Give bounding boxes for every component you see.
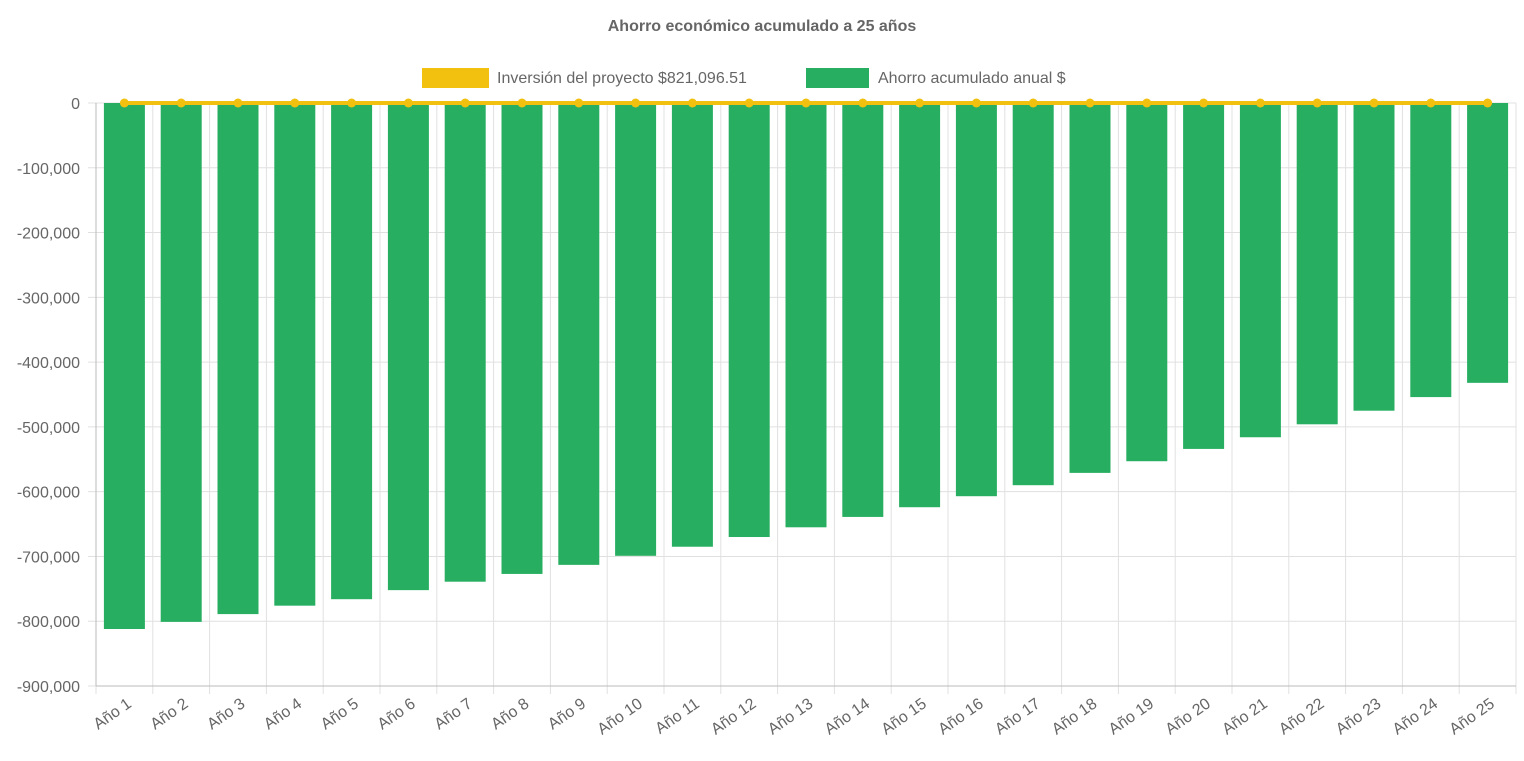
bar-ahorro[interactable]: [728, 103, 770, 538]
x-tick-label: Año 18: [1049, 695, 1100, 738]
bar-ahorro[interactable]: [785, 103, 827, 528]
y-tick-label: -800,000: [17, 614, 80, 631]
bar-ahorro[interactable]: [955, 103, 997, 497]
bar-ahorro[interactable]: [444, 103, 486, 582]
x-tick-label: Año 15: [879, 695, 930, 738]
point-inversion[interactable]: [403, 98, 413, 108]
x-tick-label: Año 20: [1163, 695, 1214, 738]
grid: [88, 102, 1517, 694]
y-tick-label: -700,000: [17, 549, 80, 566]
point-inversion[interactable]: [687, 98, 697, 108]
bar-ahorro[interactable]: [1410, 103, 1452, 398]
point-inversion[interactable]: [915, 98, 925, 108]
x-tick-label: Año 22: [1276, 695, 1327, 738]
y-tick-label: -100,000: [17, 161, 80, 178]
x-axis: Año 1 Año 2 Año 3 Año 4 Año 5 Año 6 Año 7 Año 8…: [91, 695, 1498, 738]
x-tick-label: Año 23: [1333, 695, 1384, 738]
x-tick-label: Año 4: [261, 695, 305, 733]
y-tick-label: -500,000: [17, 420, 80, 437]
y-tick-label: 0: [71, 96, 80, 113]
bar-ahorro[interactable]: [1069, 103, 1111, 473]
bar-ahorro[interactable]: [842, 103, 884, 517]
bars: [103, 103, 1509, 629]
bar-ahorro[interactable]: [899, 103, 941, 508]
y-tick-label: -300,000: [17, 290, 80, 307]
bar-ahorro[interactable]: [501, 103, 543, 574]
point-inversion[interactable]: [1028, 98, 1038, 108]
point-inversion[interactable]: [1483, 98, 1493, 108]
x-tick-label: Año 7: [431, 695, 475, 733]
point-inversion[interactable]: [290, 98, 300, 108]
point-inversion[interactable]: [1255, 98, 1265, 108]
bar-ahorro[interactable]: [103, 103, 145, 629]
chart-title: Ahorro económico acumulado a 25 años: [608, 18, 917, 35]
bar-ahorro[interactable]: [331, 103, 373, 600]
bar-ahorro[interactable]: [615, 103, 657, 556]
point-inversion[interactable]: [1426, 98, 1436, 108]
x-tick-label: Año 17: [992, 695, 1043, 738]
y-tick-label: -600,000: [17, 485, 80, 502]
point-inversion[interactable]: [176, 98, 186, 108]
point-inversion[interactable]: [1312, 98, 1322, 108]
x-tick-label: Año 21: [1219, 695, 1270, 738]
bar-ahorro[interactable]: [671, 103, 713, 547]
x-tick-label: Año 5: [318, 695, 362, 733]
bar-ahorro[interactable]: [1126, 103, 1168, 462]
point-inversion[interactable]: [631, 98, 641, 108]
bar-ahorro[interactable]: [274, 103, 316, 606]
legend-label-investment[interactable]: Inversión del proyecto $821,096.51: [497, 70, 747, 87]
bar-ahorro[interactable]: [1296, 103, 1338, 425]
point-inversion[interactable]: [574, 98, 584, 108]
point-inversion[interactable]: [517, 98, 527, 108]
x-tick-label: Año 25: [1447, 695, 1498, 738]
legend: Inversión del proyecto $821,096.51 Ahorr…: [422, 68, 1066, 88]
point-inversion[interactable]: [801, 98, 811, 108]
y-tick-label: -200,000: [17, 226, 80, 243]
bar-ahorro[interactable]: [217, 103, 259, 615]
point-inversion[interactable]: [1199, 98, 1209, 108]
point-inversion[interactable]: [119, 98, 129, 108]
investment-line: [119, 98, 1493, 108]
x-tick-label: Año 3: [204, 695, 248, 733]
x-tick-label: Año 6: [375, 695, 419, 733]
point-inversion[interactable]: [1369, 98, 1379, 108]
bar-ahorro[interactable]: [1183, 103, 1225, 449]
point-inversion[interactable]: [971, 98, 981, 108]
point-inversion[interactable]: [1142, 98, 1152, 108]
legend-swatch-investment[interactable]: [422, 68, 489, 88]
bar-ahorro[interactable]: [1012, 103, 1054, 486]
x-tick-label: Año 13: [765, 695, 816, 738]
legend-swatch-savings[interactable]: [806, 68, 869, 88]
legend-label-savings[interactable]: Ahorro acumulado anual $: [878, 70, 1066, 87]
bar-ahorro[interactable]: [558, 103, 600, 565]
y-tick-label: -400,000: [17, 355, 80, 372]
x-tick-label: Año 16: [935, 695, 986, 738]
bar-ahorro[interactable]: [1467, 103, 1509, 383]
y-tick-label: -900,000: [17, 679, 80, 696]
bar-ahorro[interactable]: [1353, 103, 1395, 411]
bar-ahorro[interactable]: [160, 103, 202, 622]
x-tick-label: Año 19: [1106, 695, 1157, 738]
x-tick-label: Año 11: [652, 695, 702, 737]
x-tick-label: Año 8: [488, 695, 532, 733]
x-tick-label: Año 24: [1390, 695, 1441, 738]
x-tick-label: Año 2: [147, 695, 191, 733]
point-inversion[interactable]: [744, 98, 754, 108]
bar-ahorro[interactable]: [387, 103, 429, 591]
point-inversion[interactable]: [460, 98, 470, 108]
x-tick-label: Año 10: [595, 695, 646, 738]
point-inversion[interactable]: [347, 98, 357, 108]
x-tick-label: Año 1: [91, 695, 135, 733]
point-inversion[interactable]: [858, 98, 868, 108]
x-tick-label: Año 14: [822, 695, 873, 738]
x-tick-label: Año 9: [545, 695, 589, 733]
y-axis: 0 -100,000 -200,000 -300,000 -400,000 -500,00…: [17, 96, 80, 696]
x-tick-label: Año 12: [708, 695, 759, 738]
bar-ahorro[interactable]: [1239, 103, 1281, 438]
point-inversion[interactable]: [233, 98, 243, 108]
point-inversion[interactable]: [1085, 98, 1095, 108]
